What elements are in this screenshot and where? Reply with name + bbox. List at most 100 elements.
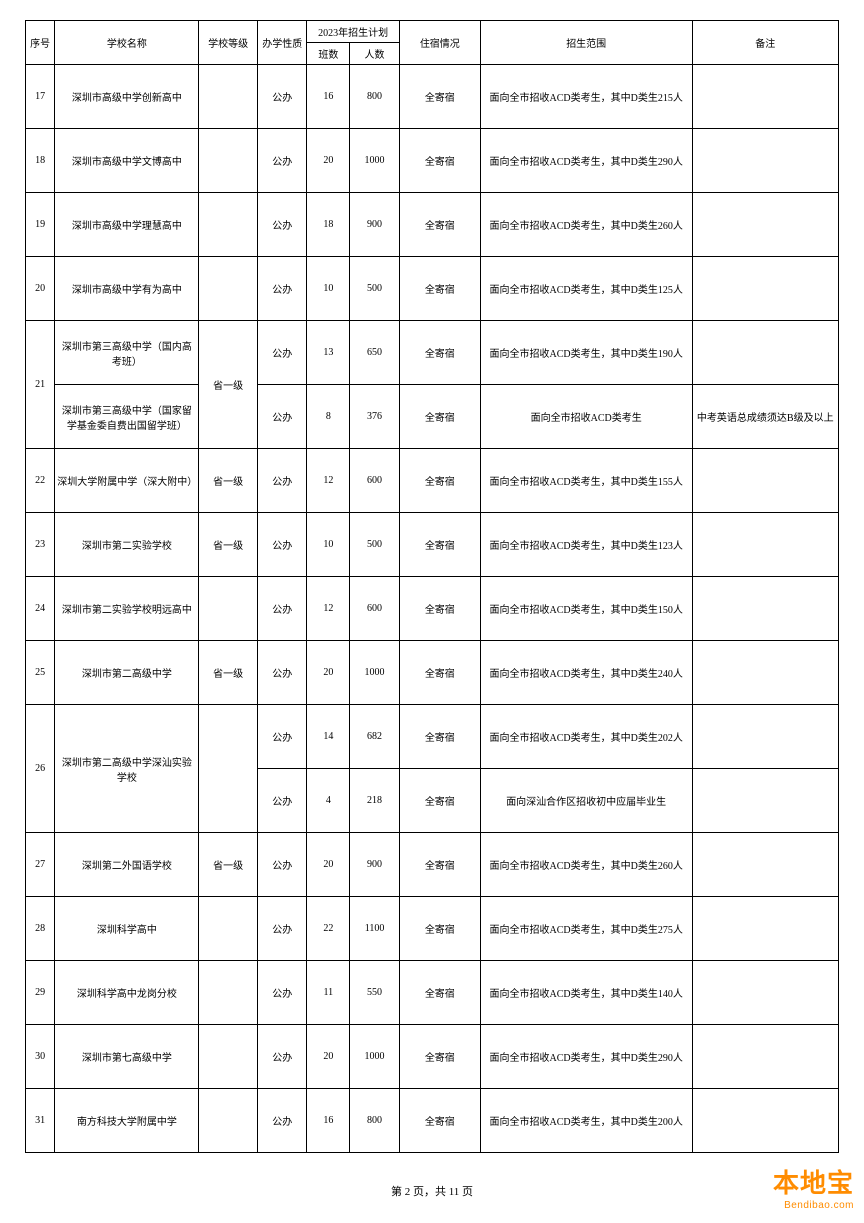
cell-level — [199, 705, 258, 833]
cell-boarding: 全寄宿 — [399, 513, 480, 577]
cell-note — [692, 961, 838, 1025]
cell-scope: 面向全市招收ACD类考生，其中D类生140人 — [480, 961, 692, 1025]
table-row: 26深圳市第二高级中学深汕实验学校公办14682全寄宿面向全市招收ACD类考生，… — [26, 705, 839, 769]
cell-seq: 27 — [26, 833, 55, 897]
cell-classes: 13 — [307, 321, 350, 385]
cell-classes: 16 — [307, 1089, 350, 1153]
cell-classes: 20 — [307, 129, 350, 193]
cell-level — [199, 961, 258, 1025]
cell-type: 公办 — [257, 897, 307, 961]
cell-type: 公办 — [257, 385, 307, 449]
cell-type: 公办 — [257, 321, 307, 385]
table-row: 30深圳市第七高级中学公办201000全寄宿面向全市招收ACD类考生，其中D类生… — [26, 1025, 839, 1089]
cell-scope: 面向深汕合作区招收初中应届毕业生 — [480, 769, 692, 833]
cell-scope: 面向全市招收ACD类考生，其中D类生155人 — [480, 449, 692, 513]
cell-boarding: 全寄宿 — [399, 897, 480, 961]
cell-level — [199, 129, 258, 193]
cell-name: 深圳市第二实验学校 — [55, 513, 199, 577]
header-level: 学校等级 — [199, 21, 258, 65]
cell-scope: 面向全市招收ACD类考生，其中D类生215人 — [480, 65, 692, 129]
cell-note — [692, 129, 838, 193]
cell-note — [692, 705, 838, 769]
table-row: 28深圳科学高中公办221100全寄宿面向全市招收ACD类考生，其中D类生275… — [26, 897, 839, 961]
cell-classes: 12 — [307, 449, 350, 513]
header-name: 学校名称 — [55, 21, 199, 65]
cell-boarding: 全寄宿 — [399, 321, 480, 385]
cell-seq: 31 — [26, 1089, 55, 1153]
cell-note — [692, 897, 838, 961]
cell-seq: 17 — [26, 65, 55, 129]
cell-type: 公办 — [257, 641, 307, 705]
cell-type: 公办 — [257, 705, 307, 769]
cell-level: 省一级 — [199, 321, 258, 449]
cell-name: 深圳市第二实验学校明远高中 — [55, 577, 199, 641]
cell-note — [692, 577, 838, 641]
cell-seq: 26 — [26, 705, 55, 833]
cell-level — [199, 1025, 258, 1089]
cell-name: 深圳大学附属中学（深大附中） — [55, 449, 199, 513]
cell-students: 218 — [350, 769, 400, 833]
cell-level — [199, 193, 258, 257]
cell-students: 800 — [350, 1089, 400, 1153]
cell-seq: 24 — [26, 577, 55, 641]
cell-type: 公办 — [257, 513, 307, 577]
cell-type: 公办 — [257, 769, 307, 833]
cell-classes: 10 — [307, 257, 350, 321]
cell-classes: 18 — [307, 193, 350, 257]
cell-boarding: 全寄宿 — [399, 1089, 480, 1153]
cell-type: 公办 — [257, 577, 307, 641]
cell-note — [692, 449, 838, 513]
cell-name: 南方科技大学附属中学 — [55, 1089, 199, 1153]
cell-type: 公办 — [257, 449, 307, 513]
cell-classes: 14 — [307, 705, 350, 769]
cell-students: 800 — [350, 65, 400, 129]
cell-boarding: 全寄宿 — [399, 1025, 480, 1089]
cell-name: 深圳市高级中学创新高中 — [55, 65, 199, 129]
cell-scope: 面向全市招收ACD类考生，其中D类生150人 — [480, 577, 692, 641]
cell-classes: 20 — [307, 833, 350, 897]
table-row: 22深圳大学附属中学（深大附中）省一级公办12600全寄宿面向全市招收ACD类考… — [26, 449, 839, 513]
cell-type: 公办 — [257, 833, 307, 897]
cell-classes: 22 — [307, 897, 350, 961]
cell-seq: 29 — [26, 961, 55, 1025]
cell-seq: 19 — [26, 193, 55, 257]
table-header: 序号 学校名称 学校等级 办学性质 2023年招生计划 住宿情况 招生范围 备注… — [26, 21, 839, 65]
cell-students: 600 — [350, 577, 400, 641]
table-row: 23深圳市第二实验学校省一级公办10500全寄宿面向全市招收ACD类考生，其中D… — [26, 513, 839, 577]
cell-scope: 面向全市招收ACD类考生，其中D类生290人 — [480, 129, 692, 193]
header-note: 备注 — [692, 21, 838, 65]
cell-students: 900 — [350, 833, 400, 897]
cell-classes: 12 — [307, 577, 350, 641]
cell-scope: 面向全市招收ACD类考生，其中D类生240人 — [480, 641, 692, 705]
cell-name: 深圳科学高中 — [55, 897, 199, 961]
cell-students: 682 — [350, 705, 400, 769]
cell-name: 深圳市第二高级中学深汕实验学校 — [55, 705, 199, 833]
cell-students: 1000 — [350, 129, 400, 193]
cell-seq: 22 — [26, 449, 55, 513]
cell-note — [692, 193, 838, 257]
cell-scope: 面向全市招收ACD类考生，其中D类生190人 — [480, 321, 692, 385]
cell-seq: 18 — [26, 129, 55, 193]
cell-note — [692, 1089, 838, 1153]
cell-students: 1000 — [350, 641, 400, 705]
cell-note — [692, 641, 838, 705]
watermark-brand: 本地宝 — [773, 1163, 854, 1200]
table-row: 21深圳市第三高级中学（国内高考班）省一级公办13650全寄宿面向全市招收ACD… — [26, 321, 839, 385]
cell-level: 省一级 — [199, 449, 258, 513]
cell-classes: 20 — [307, 1025, 350, 1089]
cell-level — [199, 257, 258, 321]
cell-classes: 16 — [307, 65, 350, 129]
cell-name: 深圳市高级中学文博高中 — [55, 129, 199, 193]
cell-name: 深圳市第七高级中学 — [55, 1025, 199, 1089]
cell-level: 省一级 — [199, 513, 258, 577]
cell-seq: 23 — [26, 513, 55, 577]
cell-boarding: 全寄宿 — [399, 385, 480, 449]
cell-level — [199, 897, 258, 961]
table-body: 17深圳市高级中学创新高中公办16800全寄宿面向全市招收ACD类考生，其中D类… — [26, 65, 839, 1153]
table-row: 27深圳第二外国语学校省一级公办20900全寄宿面向全市招收ACD类考生，其中D… — [26, 833, 839, 897]
cell-students: 376 — [350, 385, 400, 449]
page-footer: 第 2 页，共 11 页 — [25, 1183, 839, 1199]
cell-seq: 20 — [26, 257, 55, 321]
header-students: 人数 — [350, 43, 400, 65]
cell-students: 1100 — [350, 897, 400, 961]
